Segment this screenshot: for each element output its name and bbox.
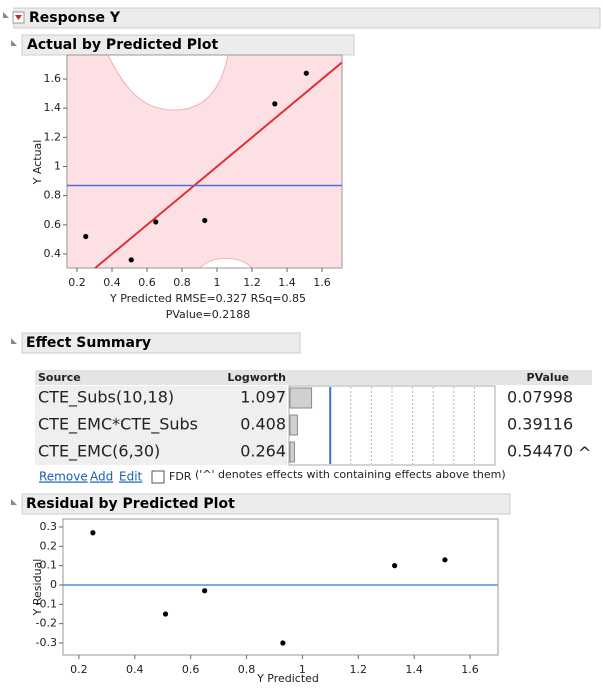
x-tick-label: 0.2 xyxy=(68,276,86,289)
x-tick-label: 0.8 xyxy=(238,663,256,676)
y-tick-label: 1.4 xyxy=(44,101,62,114)
link[interactable]: Edit xyxy=(119,470,143,484)
x-tick-label: 1 xyxy=(299,663,306,676)
point xyxy=(83,233,89,240)
logworth: 1.097 xyxy=(240,388,286,407)
y-tick-label: 1.2 xyxy=(44,130,62,143)
disclosure[interactable] xyxy=(11,499,17,505)
source: CTE_EMC(6,30) xyxy=(38,442,160,462)
logworth: 0.408 xyxy=(240,415,286,434)
plot-area xyxy=(63,530,498,646)
row-background xyxy=(35,386,287,465)
pvalue: 0.39116 xyxy=(507,415,573,434)
plot-area xyxy=(67,61,342,268)
x-tick-label: 0.6 xyxy=(138,276,156,289)
remove-link[interactable]: Remove xyxy=(39,470,88,484)
x-tick-label: 0.4 xyxy=(103,276,121,289)
y-tick-label: -0.3 xyxy=(36,636,57,649)
x-tick-label: 0.2 xyxy=(70,663,88,676)
column-header: Logworth xyxy=(227,371,286,384)
link[interactable]: Add xyxy=(90,470,113,484)
disclosure[interactable] xyxy=(3,12,9,18)
y-tick-label: 0.6 xyxy=(44,218,62,231)
x-tick-label: 1.4 xyxy=(278,276,296,289)
pvalue: 0.54470 xyxy=(507,442,573,461)
plot-caption: PValue=0.2188 xyxy=(166,308,251,321)
header-bar xyxy=(21,493,511,515)
section-title: Actual by Predicted Plot xyxy=(27,37,218,53)
source: CTE_Subs(10,18) xyxy=(38,388,174,408)
marker: ^ xyxy=(578,444,591,463)
point xyxy=(442,557,448,563)
point xyxy=(392,563,398,569)
point xyxy=(162,611,169,617)
disclosure[interactable] xyxy=(11,40,17,46)
x-tick-label: 0.6 xyxy=(182,663,200,676)
point xyxy=(272,101,278,107)
menu-icon xyxy=(15,15,22,20)
confidence-curve xyxy=(107,54,229,111)
point xyxy=(90,530,96,536)
report-title: Response Y xyxy=(29,10,121,26)
source: CTE_EMC*CTE_Subs xyxy=(38,415,198,435)
table-header xyxy=(35,370,592,385)
y-tick-label: 0.8 xyxy=(44,189,62,202)
section-title: Residual by Predicted Plot xyxy=(26,496,235,512)
link[interactable]: Remove xyxy=(39,470,88,484)
header-bar xyxy=(21,332,301,354)
plot-frame xyxy=(66,54,343,269)
plot-caption: Y Predicted RMSE=0.327 RSq=0.85 xyxy=(109,292,306,305)
fit-line xyxy=(93,61,342,268)
logworth-bar xyxy=(289,441,295,463)
section-title: Effect Summary xyxy=(26,335,151,351)
y-tick-label: 0.4 xyxy=(44,247,62,260)
point xyxy=(128,257,134,263)
x-tick-label: 1.2 xyxy=(350,663,368,676)
column-header: PValue xyxy=(527,371,569,384)
y-tick-label: 1 xyxy=(54,160,61,173)
plot-frame xyxy=(62,518,499,656)
point xyxy=(202,217,208,224)
disclosure[interactable] xyxy=(11,338,17,344)
note: ('^' denotes effects with containing eff… xyxy=(195,468,506,481)
x-axis-label: Y Predicted xyxy=(256,672,319,685)
y-axis-label: Y Residual xyxy=(31,559,44,617)
point xyxy=(153,219,159,225)
y-tick-label: 0 xyxy=(50,578,57,591)
x-tick-label: 1.2 xyxy=(243,276,261,289)
x-tick-label: 1.4 xyxy=(405,663,423,676)
bar-area xyxy=(288,385,496,466)
y-tick-label: 0.1 xyxy=(40,559,58,572)
y-tick-label: -0.2 xyxy=(36,617,57,630)
point xyxy=(280,640,286,646)
checkbox-label: FDR xyxy=(169,470,192,483)
y-tick-label: 0.3 xyxy=(40,520,58,533)
x-tick-label: 0.8 xyxy=(173,276,191,289)
x-tick-label: 1 xyxy=(214,276,221,289)
x-tick-label: 1.6 xyxy=(461,663,479,676)
pvalue: 0.07998 xyxy=(507,388,573,407)
column-header: Source xyxy=(38,371,81,384)
x-tick-label: 1.6 xyxy=(313,276,331,289)
y-tick-label: -0.1 xyxy=(36,597,57,610)
y-tick-label: 0.2 xyxy=(40,539,58,552)
point xyxy=(303,70,309,76)
y-tick-label: 1.6 xyxy=(44,72,62,85)
point xyxy=(202,588,208,594)
logworth: 0.264 xyxy=(240,442,286,461)
x-tick-label: 0.4 xyxy=(126,663,144,676)
logworth-bar xyxy=(289,387,313,409)
logworth-bar xyxy=(289,414,298,436)
y-axis-label: Y Actual xyxy=(31,140,44,186)
checkbox[interactable] xyxy=(151,470,165,484)
